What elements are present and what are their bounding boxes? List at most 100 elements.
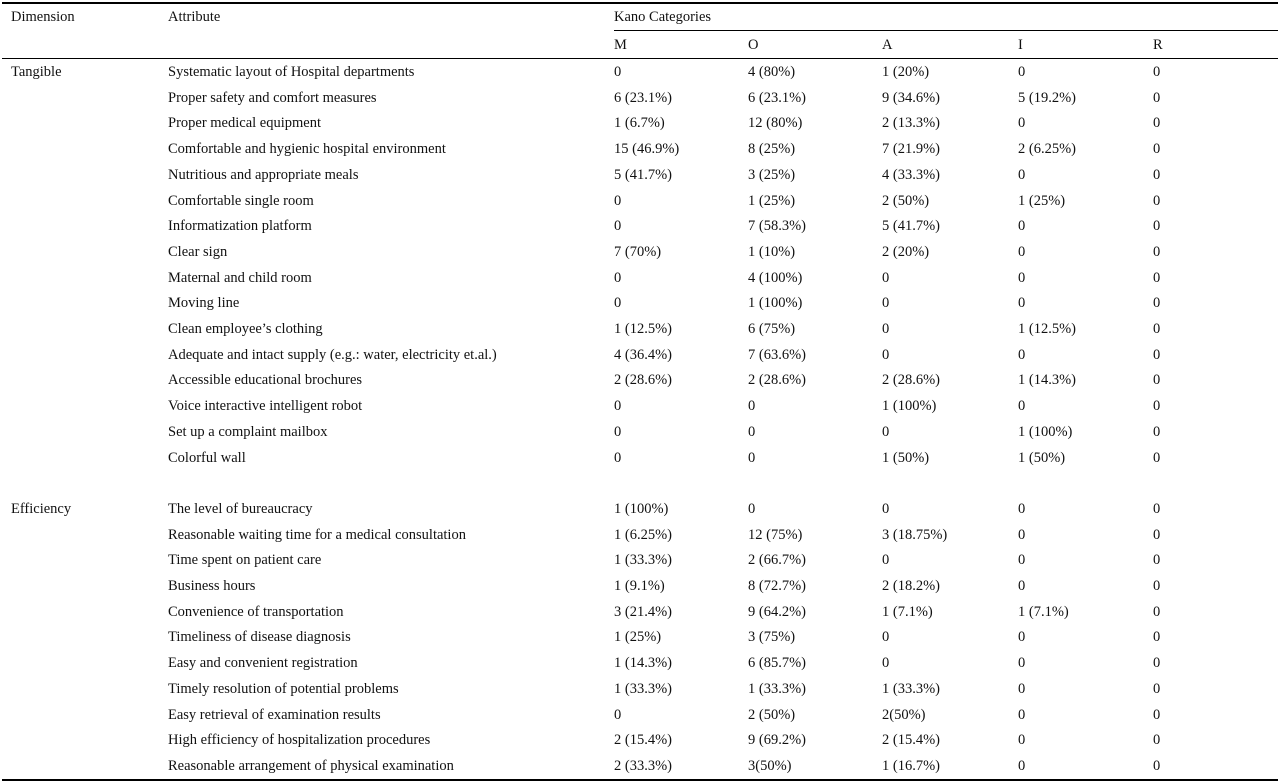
header-col-r: R (1153, 37, 1163, 53)
value-cell-m: 0 (614, 64, 622, 80)
value-cell-i: 0 (1018, 732, 1026, 748)
value-cell-a: 0 (882, 295, 890, 311)
value-cell-i: 0 (1018, 115, 1026, 131)
value-cell-o: 7 (63.6%) (748, 347, 806, 363)
value-cell-r: 0 (1153, 655, 1161, 671)
value-cell-m: 1 (6.7%) (614, 115, 665, 131)
value-cell-o: 1 (33.3%) (748, 681, 806, 697)
value-cell-r: 0 (1153, 450, 1161, 466)
value-cell-a: 0 (882, 629, 890, 645)
value-cell-o: 3 (25%) (748, 167, 796, 183)
value-cell-o: 0 (748, 398, 756, 414)
value-cell-r: 0 (1153, 527, 1161, 543)
value-cell-o: 2 (28.6%) (748, 372, 806, 388)
value-cell-o: 8 (25%) (748, 141, 796, 157)
value-cell-a: 2(50%) (882, 707, 926, 723)
value-cell-a: 0 (882, 424, 890, 440)
attribute-cell: Colorful wall (168, 450, 246, 466)
value-cell-m: 0 (614, 398, 622, 414)
value-cell-i: 0 (1018, 527, 1026, 543)
value-cell-m: 2 (15.4%) (614, 732, 672, 748)
value-cell-m: 1 (14.3%) (614, 655, 672, 671)
attribute-cell: Informatization platform (168, 218, 312, 234)
attribute-cell: Comfortable and hygienic hospital enviro… (168, 141, 446, 157)
value-cell-i: 1 (7.1%) (1018, 604, 1069, 620)
value-cell-o: 2 (66.7%) (748, 552, 806, 568)
value-cell-i: 2 (6.25%) (1018, 141, 1076, 157)
value-cell-m: 2 (28.6%) (614, 372, 672, 388)
value-cell-i: 0 (1018, 347, 1026, 363)
value-cell-a: 0 (882, 501, 890, 517)
value-cell-i: 0 (1018, 552, 1026, 568)
value-cell-r: 0 (1153, 347, 1161, 363)
value-cell-m: 0 (614, 424, 622, 440)
value-cell-r: 0 (1153, 707, 1161, 723)
value-cell-r: 0 (1153, 115, 1161, 131)
value-cell-m: 3 (21.4%) (614, 604, 672, 620)
attribute-cell: Proper safety and comfort measures (168, 90, 377, 106)
attribute-cell: Set up a complaint mailbox (168, 424, 328, 440)
value-cell-i: 0 (1018, 681, 1026, 697)
attribute-cell: Timely resolution of potential problems (168, 681, 399, 697)
header-col-m: M (614, 37, 627, 53)
value-cell-a: 1 (16.7%) (882, 758, 940, 774)
value-cell-m: 0 (614, 193, 622, 209)
value-cell-o: 12 (80%) (748, 115, 803, 131)
value-cell-i: 0 (1018, 64, 1026, 80)
attribute-cell: High efficiency of hospitalization proce… (168, 732, 431, 748)
value-cell-m: 15 (46.9%) (614, 141, 680, 157)
attribute-cell: Comfortable single room (168, 193, 314, 209)
attribute-cell: Reasonable waiting time for a medical co… (168, 527, 466, 543)
value-cell-a: 2 (15.4%) (882, 732, 940, 748)
dimension-label: Tangible (11, 64, 62, 80)
value-cell-a: 0 (882, 655, 890, 671)
attribute-cell: Clean employee’s clothing (168, 321, 323, 337)
value-cell-r: 0 (1153, 732, 1161, 748)
dimension-label: Efficiency (11, 501, 72, 517)
value-cell-a: 0 (882, 347, 890, 363)
attribute-cell: Easy retrieval of examination results (168, 707, 381, 723)
value-cell-a: 9 (34.6%) (882, 90, 940, 106)
value-cell-a: 5 (41.7%) (882, 218, 940, 234)
value-cell-m: 1 (12.5%) (614, 321, 672, 337)
value-cell-o: 3 (75%) (748, 629, 796, 645)
attribute-cell: The level of bureaucracy (168, 501, 313, 517)
value-cell-o: 1 (100%) (748, 295, 803, 311)
attribute-cell: Accessible educational brochures (168, 372, 363, 388)
value-cell-m: 0 (614, 450, 622, 466)
value-cell-i: 5 (19.2%) (1018, 90, 1076, 106)
value-cell-a: 2 (20%) (882, 244, 930, 260)
value-cell-r: 0 (1153, 193, 1161, 209)
value-cell-i: 0 (1018, 501, 1026, 517)
value-cell-m: 5 (41.7%) (614, 167, 672, 183)
value-cell-m: 7 (70%) (614, 244, 662, 260)
value-cell-i: 1 (14.3%) (1018, 372, 1076, 388)
table-bottom-rule (2, 779, 1278, 781)
kano-header-rule (614, 30, 1278, 31)
value-cell-a: 1 (100%) (882, 398, 937, 414)
value-cell-m: 1 (9.1%) (614, 578, 665, 594)
value-cell-i: 0 (1018, 629, 1026, 645)
value-cell-i: 0 (1018, 758, 1026, 774)
value-cell-i: 0 (1018, 578, 1026, 594)
value-cell-o: 0 (748, 424, 756, 440)
value-cell-a: 1 (50%) (882, 450, 930, 466)
value-cell-r: 0 (1153, 552, 1161, 568)
value-cell-m: 0 (614, 270, 622, 286)
value-cell-o: 0 (748, 450, 756, 466)
value-cell-o: 6 (75%) (748, 321, 796, 337)
value-cell-i: 1 (12.5%) (1018, 321, 1076, 337)
value-cell-r: 0 (1153, 321, 1161, 337)
header-col-a: A (882, 37, 893, 53)
value-cell-m: 1 (100%) (614, 501, 669, 517)
value-cell-r: 0 (1153, 218, 1161, 234)
value-cell-m: 1 (33.3%) (614, 552, 672, 568)
value-cell-r: 0 (1153, 629, 1161, 645)
value-cell-i: 0 (1018, 707, 1026, 723)
header-attribute: Attribute (168, 9, 221, 25)
value-cell-a: 7 (21.9%) (882, 141, 940, 157)
value-cell-o: 9 (64.2%) (748, 604, 806, 620)
value-cell-r: 0 (1153, 270, 1161, 286)
value-cell-r: 0 (1153, 372, 1161, 388)
header-kano-categories: Kano Categories (614, 9, 712, 25)
